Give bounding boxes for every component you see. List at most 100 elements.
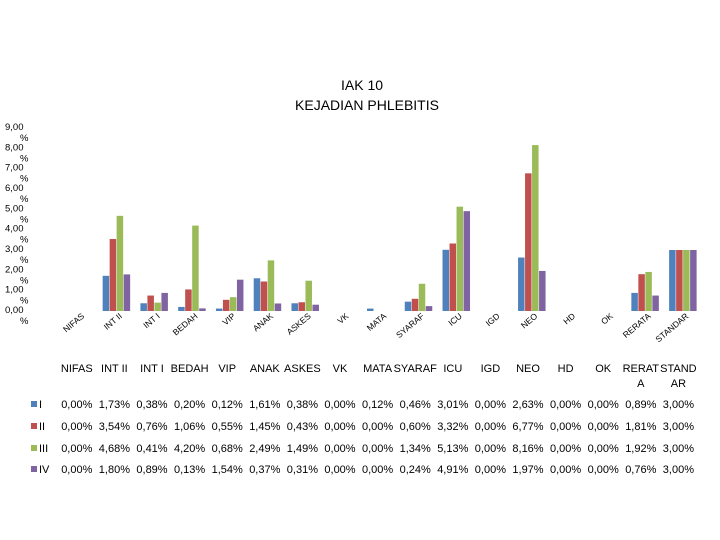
- y-tick-percent: %: [20, 174, 29, 185]
- legend-label: III: [39, 443, 48, 455]
- table-header: VK: [333, 363, 348, 375]
- y-tick-percent: %: [20, 133, 29, 144]
- y-tick-label: 0,00: [5, 305, 24, 316]
- chart-title: IAK 10: [341, 77, 383, 93]
- table-cell: 0,89%: [625, 399, 656, 411]
- table-cell: 5,13%: [437, 443, 468, 455]
- legend-swatch-II: [31, 423, 37, 429]
- table-header: BEDAH: [171, 363, 209, 375]
- table-cell: 3,00%: [663, 421, 694, 433]
- table-header: ASKES: [284, 363, 321, 375]
- x-tick-label: NIFAS: [61, 311, 86, 335]
- legend-swatch-I: [31, 401, 37, 407]
- x-tick-label: INT II: [102, 311, 124, 332]
- bar-IV-syaraf: [425, 306, 433, 311]
- y-tick-label: 6,00: [5, 183, 24, 194]
- bar-IV-bedah: [199, 308, 206, 311]
- table-cell: 0,76%: [136, 421, 167, 433]
- bar-III-syaraf: [418, 283, 426, 311]
- bar-II-syaraf: [411, 298, 419, 311]
- y-axis: 0,00%1,00%2,00%3,00%4,00%5,00%6,00%7,00%…: [5, 122, 29, 327]
- y-tick-percent: %: [20, 194, 29, 205]
- table-cell: 4,91%: [437, 464, 468, 476]
- bar-I-icu: [442, 249, 450, 311]
- bar-I-int ii: [102, 275, 110, 311]
- x-tick-label: ICU: [446, 311, 464, 328]
- table-header: NIFAS: [61, 363, 93, 375]
- bar-I-int i: [140, 303, 147, 311]
- table-cell: 0,24%: [400, 464, 431, 476]
- bar-II-neo: [525, 173, 532, 311]
- table-cell: 1,81%: [625, 421, 656, 433]
- y-tick-label: 5,00: [5, 203, 24, 214]
- table-header: HD: [558, 363, 574, 375]
- table-cell: 0,38%: [287, 399, 318, 411]
- table-cell: 0,00%: [588, 421, 619, 433]
- y-tick-label: 2,00: [5, 264, 24, 275]
- y-tick-label: 3,00: [5, 244, 24, 255]
- table-cell: 0,00%: [362, 464, 393, 476]
- bar-I-anak: [253, 278, 261, 311]
- bar-II-vip: [222, 299, 230, 311]
- table-cell: 0,00%: [61, 421, 92, 433]
- table-cell: 6,77%: [512, 421, 543, 433]
- bar-II-askes: [298, 302, 305, 311]
- table-cell: 0,00%: [475, 421, 506, 433]
- table-header: ANAK: [250, 363, 281, 375]
- table-cell: 3,32%: [437, 421, 468, 433]
- bar-II-rerata: [638, 274, 645, 311]
- table-cell: 0,00%: [550, 464, 581, 476]
- bars: [102, 145, 697, 311]
- table-cell: 0,00%: [324, 443, 355, 455]
- x-tick-label: IGD: [484, 311, 502, 328]
- y-tick-percent: %: [20, 275, 29, 286]
- table-cell: 1,97%: [512, 464, 543, 476]
- table-cell: 0,55%: [212, 421, 243, 433]
- bar-II-standar: [676, 250, 683, 311]
- table-cell: 4,68%: [99, 443, 130, 455]
- table-cell: 1,61%: [249, 399, 280, 411]
- bar-III-icu: [456, 206, 464, 311]
- bar-II-anak: [260, 281, 268, 311]
- chart-subtitle: KEJADIAN PHLEBITIS: [295, 97, 439, 113]
- bar-I-standar: [669, 250, 676, 311]
- legend-label: IV: [39, 464, 50, 476]
- table-cell: 3,00%: [663, 464, 694, 476]
- table-header-cont: AR: [671, 378, 686, 390]
- table-cell: 1,45%: [249, 421, 280, 433]
- x-tick-label: NEO: [519, 311, 540, 331]
- table-cell: 0,46%: [400, 399, 431, 411]
- y-tick-label: 8,00: [5, 142, 24, 153]
- table-cell: 1,49%: [287, 443, 318, 455]
- x-tick-label: INT I: [141, 311, 161, 330]
- bar-II-bedah: [185, 289, 192, 311]
- table-cell: 3,00%: [663, 443, 694, 455]
- y-tick-percent: %: [20, 214, 29, 225]
- table-cell: 0,00%: [475, 464, 506, 476]
- y-tick-percent: %: [20, 255, 29, 266]
- x-tick-label: STANDAR: [653, 311, 690, 344]
- table-cell: 0,00%: [475, 399, 506, 411]
- bar-III-standar: [683, 250, 690, 311]
- x-tick-label: ANAK: [251, 311, 275, 334]
- x-tick-label: BEDAH: [171, 311, 200, 337]
- table-cell: 0,37%: [249, 464, 280, 476]
- table-cell: 0,00%: [362, 421, 393, 433]
- table-cell: 0,31%: [287, 464, 318, 476]
- table-cell: 0,20%: [174, 399, 205, 411]
- bar-I-syaraf: [404, 301, 412, 311]
- table-header: SYARAF: [394, 363, 437, 375]
- table-cell: 0,12%: [362, 399, 393, 411]
- x-tick-label: OK: [599, 311, 615, 327]
- y-tick-percent: %: [20, 235, 29, 246]
- y-tick-percent: %: [20, 316, 29, 327]
- table-cell: 0,00%: [550, 443, 581, 455]
- table-cell: 3,01%: [437, 399, 468, 411]
- y-tick-label: 4,00: [5, 224, 24, 235]
- table-cell: 1,06%: [174, 421, 205, 433]
- bar-III-bedah: [192, 225, 199, 311]
- y-tick-label: 7,00: [5, 163, 24, 174]
- bar-III-int i: [154, 302, 161, 311]
- legend-swatch-IV: [31, 466, 37, 472]
